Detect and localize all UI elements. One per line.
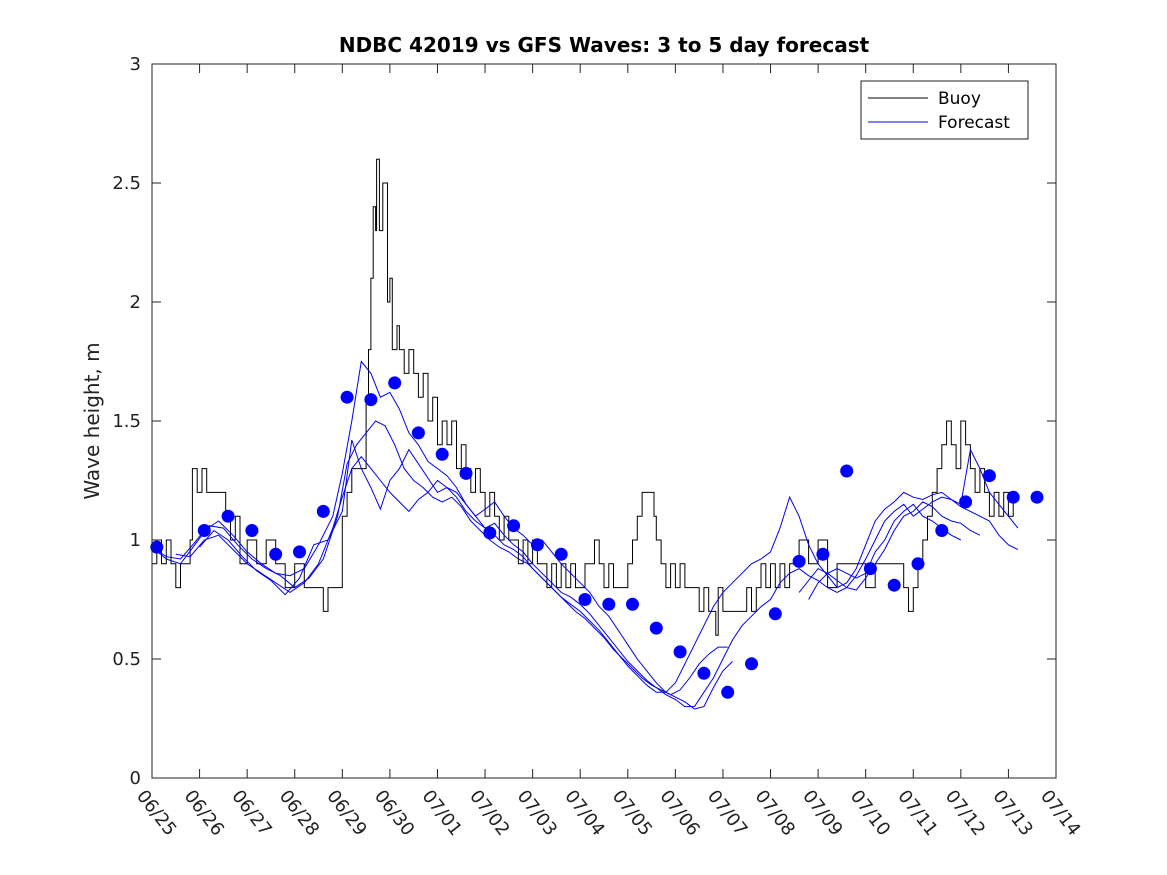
forecast-run-line-2 xyxy=(175,448,1019,708)
forecast-point-4 xyxy=(245,524,259,537)
legend-box xyxy=(860,80,1029,140)
forecast-point-14 xyxy=(483,526,497,540)
plot-area xyxy=(150,158,1044,710)
y-tick-label: 0 xyxy=(130,768,141,789)
forecast-point-23 xyxy=(697,666,711,680)
forecast-point-8 xyxy=(340,390,354,404)
forecast-run-line-4 xyxy=(808,503,962,600)
forecast-point-26 xyxy=(768,607,782,621)
forecast-point-34 xyxy=(959,495,973,509)
forecast-point-30 xyxy=(863,562,877,576)
y-tick-label: 0.5 xyxy=(112,649,141,670)
forecast-point-10 xyxy=(388,376,402,390)
y-tick-label: 1.5 xyxy=(112,411,141,432)
legend-label-forecast: Forecast xyxy=(938,113,1010,133)
y-tick-label: 2.5 xyxy=(112,173,141,194)
forecast-point-24 xyxy=(721,685,735,699)
forecast-point-35 xyxy=(982,469,996,483)
forecast-point-13 xyxy=(459,466,473,480)
y-tick-label: 1 xyxy=(130,530,141,551)
legend: Buoy Forecast xyxy=(860,80,1029,140)
forecast-point-11 xyxy=(411,426,425,440)
forecast-point-19 xyxy=(602,597,616,611)
forecast-point-33 xyxy=(935,524,949,537)
forecast-point-31 xyxy=(887,578,901,592)
forecast-point-6 xyxy=(293,545,306,559)
forecast-point-36 xyxy=(1006,490,1020,504)
forecast-point-28 xyxy=(816,547,830,561)
forecast-point-2 xyxy=(197,524,211,537)
forecast-point-25 xyxy=(745,657,758,671)
forecast-point-22 xyxy=(673,645,687,659)
forecast-point-18 xyxy=(578,593,592,606)
forecast-point-12 xyxy=(435,447,449,461)
forecast-point-15 xyxy=(507,519,521,533)
forecast-point-9 xyxy=(364,393,378,407)
y-axis-label: Wave height, m xyxy=(80,342,104,499)
forecast-point-7 xyxy=(316,504,330,518)
forecast-point-16 xyxy=(530,538,544,552)
forecast-run-line-5 xyxy=(798,501,981,593)
y-tick-label: 2 xyxy=(130,292,141,313)
forecast-point-27 xyxy=(792,554,806,568)
forecast-point-32 xyxy=(911,557,925,571)
y-tick-label: 3 xyxy=(130,54,141,75)
forecast-point-1 xyxy=(150,540,164,554)
forecast-run-line-3 xyxy=(199,439,733,710)
forecast-point-20 xyxy=(626,597,639,611)
forecast-point-3 xyxy=(221,509,235,523)
series-forecast-line xyxy=(151,360,1019,693)
forecast-run-line-1 xyxy=(151,420,728,696)
forecast-point-21 xyxy=(649,621,663,635)
chart-title: NDBC 42019 vs GFS Waves: 3 to 5 day fore… xyxy=(339,33,870,57)
forecast-point-17 xyxy=(554,547,568,561)
forecast-point-37 xyxy=(1030,490,1044,504)
forecast-point-5 xyxy=(269,547,283,561)
forecast-point-29 xyxy=(840,464,854,478)
legend-label-buoy: Buoy xyxy=(938,89,981,109)
